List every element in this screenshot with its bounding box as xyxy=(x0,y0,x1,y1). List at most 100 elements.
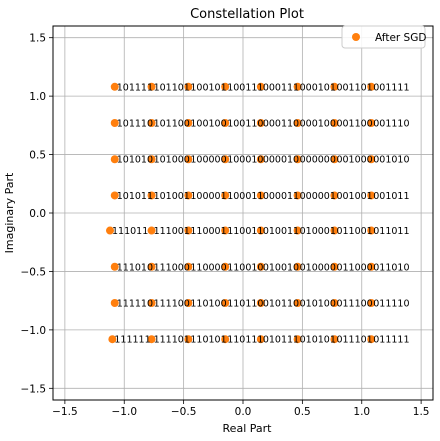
point-bit-label: 000100 xyxy=(300,119,336,130)
y-tick-label: −1.0 xyxy=(21,325,47,337)
constellation-point xyxy=(367,298,376,307)
point-bit-label: 110100 xyxy=(190,298,226,309)
y-tick-label: 1.5 xyxy=(29,33,46,45)
point-bit-label: 010000 xyxy=(300,262,336,273)
constellation-point xyxy=(110,155,119,164)
point-bit-label: 110010 xyxy=(227,262,263,273)
constellation-point xyxy=(293,191,302,200)
constellation-point xyxy=(106,226,114,235)
point-bit-label: 011001 xyxy=(336,226,372,237)
y-tick-label: 0.0 xyxy=(29,208,46,220)
x-tick-label: 0.5 xyxy=(294,406,311,418)
y-tick-label: 0.5 xyxy=(29,150,46,162)
point-bit-label: 111000 xyxy=(154,262,190,273)
constellation-point xyxy=(147,191,156,200)
point-bit-label: 000111 xyxy=(263,82,299,93)
constellation-point xyxy=(221,262,230,271)
constellation-point xyxy=(184,262,193,271)
point-bit-label: 101101 xyxy=(154,82,190,93)
plot-area: 101111 101101 100101 100111 000111 000101 0011… xyxy=(52,25,434,401)
point-bit-label: 000000 xyxy=(300,155,336,166)
constellation-point xyxy=(147,335,156,344)
point-bit-label: 010010 xyxy=(263,262,299,273)
point-bit-label: 101001 xyxy=(154,191,190,202)
y-tick-label: −0.5 xyxy=(21,266,47,278)
constellation-point xyxy=(256,82,265,91)
constellation-point xyxy=(330,298,339,307)
point-bit-label: 001001 xyxy=(336,191,372,202)
constellation-point xyxy=(256,119,265,128)
point-bit-label: 111101 xyxy=(154,335,190,346)
constellation-point xyxy=(256,155,265,164)
point-bit-label: 000110 xyxy=(263,119,299,130)
x-axis-ticks: −1.5 −1.0 −0.5 0.0 0.5 1.0 1.5 xyxy=(52,400,429,418)
constellation-point xyxy=(367,155,376,164)
constellation-point xyxy=(293,82,302,91)
constellation-point xyxy=(108,335,117,344)
x-axis-label: Real Part xyxy=(223,422,273,435)
point-bit-label: 100010 xyxy=(227,155,263,166)
constellation-point xyxy=(256,262,265,271)
constellation-point xyxy=(293,226,302,235)
y-tick-label: −1.5 xyxy=(21,383,47,395)
constellation-point xyxy=(367,335,376,344)
x-tick-label: −1.0 xyxy=(112,406,138,418)
point-bit-label: 101011 xyxy=(117,191,153,202)
constellation-point xyxy=(221,335,230,344)
point-bit-label: 000011 xyxy=(263,191,299,202)
constellation-point xyxy=(221,82,230,91)
constellation-point xyxy=(330,82,339,91)
point-bit-label: 010011 xyxy=(263,226,299,237)
constellation-point xyxy=(110,298,119,307)
point-bit-label: 000101 xyxy=(300,82,336,93)
legend-box xyxy=(341,25,426,49)
y-tick-label: 1.0 xyxy=(29,91,46,103)
constellation-point xyxy=(256,191,265,200)
x-tick-label: −0.5 xyxy=(171,406,197,418)
constellation-point xyxy=(293,119,302,128)
x-tick-label: 1.5 xyxy=(413,406,430,418)
constellation-point xyxy=(221,298,230,307)
point-bit-label: 001000 xyxy=(336,155,372,166)
constellation-point xyxy=(330,335,339,344)
point-bit-label: 100000 xyxy=(190,155,226,166)
constellation-point xyxy=(256,335,265,344)
constellation-point xyxy=(330,191,339,200)
constellation-point xyxy=(184,155,193,164)
point-bit-label: 100001 xyxy=(190,191,226,202)
constellation-point xyxy=(367,191,376,200)
constellation-point xyxy=(221,119,230,128)
point-bit-label: 011110 xyxy=(373,298,409,309)
constellation-point xyxy=(147,82,156,91)
point-bit-label: 010100 xyxy=(300,298,336,309)
constellation-point xyxy=(330,226,339,235)
point-bit-label: 011010 xyxy=(373,262,409,273)
constellation-point xyxy=(330,155,339,164)
constellation-point xyxy=(147,119,156,128)
point-bit-label: 100110 xyxy=(227,119,263,130)
point-bit-label: 001011 xyxy=(373,191,409,202)
point-bit-label: 110011 xyxy=(227,226,263,237)
point-bit-label: 101110 xyxy=(117,119,153,130)
point-bit-label: 101000 xyxy=(154,155,190,166)
point-bit-label: 111111 xyxy=(114,335,150,346)
point-bit-label: 110110 xyxy=(227,298,263,309)
constellation-point xyxy=(184,298,193,307)
constellation-point xyxy=(184,119,193,128)
constellation-point xyxy=(367,82,376,91)
x-tick-label: 1.0 xyxy=(353,406,370,418)
point-bit-label: 011011 xyxy=(373,226,409,237)
point-bit-label: 100100 xyxy=(190,119,226,130)
constellation-point xyxy=(367,262,376,271)
point-bit-label: 010110 xyxy=(263,298,299,309)
constellation-point xyxy=(367,119,376,128)
constellation-point xyxy=(184,226,193,235)
legend-marker xyxy=(352,33,360,41)
constellation-point xyxy=(184,82,193,91)
point-bit-label: 101111 xyxy=(117,82,153,93)
point-bit-label: 111100 xyxy=(154,298,190,309)
point-bit-label: 011100 xyxy=(336,298,372,309)
point-bit-label: 011101 xyxy=(336,335,372,346)
constellation-point xyxy=(293,262,302,271)
